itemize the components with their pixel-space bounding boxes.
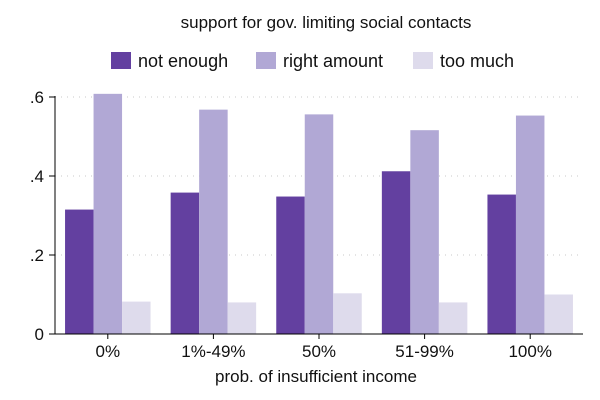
x-tick-label: 50% <box>302 342 336 361</box>
x-tick-label: 0% <box>96 342 121 361</box>
bar-too-much <box>333 293 362 334</box>
bar-too-much <box>227 302 257 334</box>
y-tick-label: .6 <box>30 88 44 107</box>
x-tick-label: 51-99% <box>395 342 454 361</box>
bar-right-amount <box>410 130 439 334</box>
bar-too-much <box>438 302 468 334</box>
y-tick-label: .2 <box>30 246 44 265</box>
bar-not-enough <box>487 194 516 334</box>
legend-label-too-much: too much <box>440 51 514 71</box>
bar-not-enough <box>276 196 305 334</box>
legend-swatch-too-much <box>413 52 433 69</box>
bar-right-amount <box>93 93 123 334</box>
x-tick-label: 100% <box>508 342 551 361</box>
legend: not enough right amount too much <box>111 51 514 71</box>
legend-label-right-amount: right amount <box>283 51 383 71</box>
legend-swatch-right-amount <box>256 52 276 69</box>
x-axis-title: prob. of insufficient income <box>215 367 417 386</box>
y-tick-label: .4 <box>30 167 44 186</box>
bar-not-enough <box>65 209 94 334</box>
bars <box>65 93 573 334</box>
legend-swatch-not-enough <box>111 52 131 69</box>
y-tick-label: 0 <box>35 325 44 344</box>
bar-right-amount <box>304 114 334 334</box>
chart-title: support for gov. limiting social contact… <box>181 13 472 32</box>
bar-too-much <box>122 301 151 334</box>
bar-too-much <box>544 294 573 334</box>
x-tick-label: 1%-49% <box>181 342 245 361</box>
bar-not-enough <box>381 171 411 334</box>
legend-label-not-enough: not enough <box>138 51 228 71</box>
y-axis-ticks: 0 .2 .4 .6 <box>30 88 55 344</box>
bar-right-amount <box>199 109 228 334</box>
x-axis-ticks: 0% 1%-49% 50% 51-99% 100% <box>96 334 552 361</box>
bar-not-enough <box>170 192 200 334</box>
bar-right-amount <box>515 115 545 334</box>
